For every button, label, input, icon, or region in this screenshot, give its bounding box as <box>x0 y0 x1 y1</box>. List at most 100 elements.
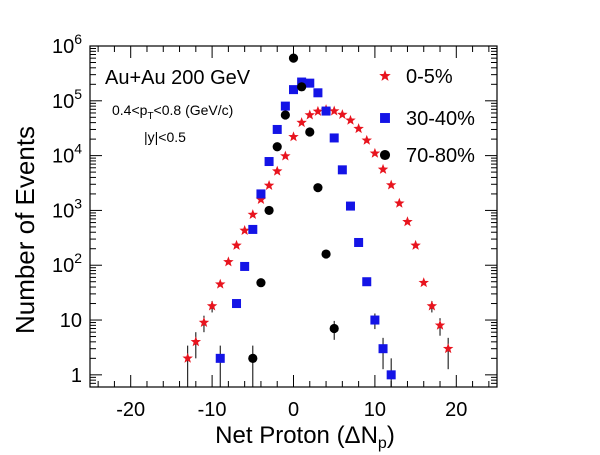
annotation-pt-range: 0.4<pT<0.8 (GeV/c) <box>112 102 233 122</box>
y-tick-label-base: 10 <box>60 310 82 332</box>
x-axis-label: Net Proton (ΔNp) <box>215 422 395 452</box>
x-axis-label-sub: p <box>378 435 387 452</box>
data-point-star <box>182 352 193 363</box>
data-point-circle <box>264 205 274 216</box>
y-tick-label: 102 <box>52 250 82 277</box>
y-tick-label-exponent: 5 <box>74 86 82 102</box>
legend: 0-5% 30-40% 70-80% <box>379 66 475 167</box>
data-point-square <box>289 85 298 95</box>
data-point-star <box>442 343 454 354</box>
y-tick-label-base: 10 <box>52 91 74 113</box>
y-tick-label: 106 <box>52 31 82 58</box>
y-tick-label-base: 10 <box>52 255 74 277</box>
x-tick-label: -10 <box>198 399 227 421</box>
data-point-square <box>370 315 380 325</box>
legend-label: 70-80% <box>406 145 475 167</box>
data-point-star <box>223 256 234 267</box>
y-tick-label-exponent: 2 <box>74 250 82 266</box>
data-point-star <box>434 319 446 330</box>
y-tick-label: 105 <box>52 86 82 113</box>
data-point-star <box>271 165 283 176</box>
data-point-star <box>288 131 299 142</box>
y-tick-label-base: 10 <box>52 146 74 168</box>
x-tick-label: 0 <box>288 399 299 421</box>
legend-label: 0-5% <box>406 66 453 88</box>
data-point-star <box>418 277 429 288</box>
y-axis-label: Number of Events <box>10 126 40 334</box>
data-point-star <box>206 300 218 311</box>
data-point-circle <box>272 142 282 152</box>
data-point-square <box>337 165 347 175</box>
data-point-star <box>345 114 356 125</box>
y-tick-label: 104 <box>52 141 82 168</box>
data-point-star <box>296 117 307 128</box>
data-point-star <box>215 278 226 289</box>
data-point-star <box>280 150 291 161</box>
data-point-star <box>198 317 210 327</box>
data-point-star <box>426 300 438 311</box>
data-point-star <box>361 134 372 145</box>
y-tick-label-base: 10 <box>52 200 74 222</box>
data-point-square <box>232 299 242 309</box>
data-point-star <box>385 179 397 190</box>
y-tick-label: 103 <box>52 195 82 222</box>
legend-marker-square <box>380 113 390 123</box>
y-tick-label: 1 <box>71 365 82 387</box>
data-point-star <box>410 239 421 250</box>
y-tick-label-base: 1 <box>71 365 82 387</box>
plot-frame-layer <box>89 45 498 388</box>
data-point-square <box>313 88 323 98</box>
data-point-square <box>272 124 282 134</box>
data-point-star <box>263 179 275 190</box>
data-point-square <box>378 344 388 354</box>
x-axis-label-main: Net Proton (ΔN <box>215 422 378 449</box>
data-point-star <box>328 105 340 116</box>
data-point-square <box>215 353 225 363</box>
y-tick-label-exponent: 6 <box>74 31 82 47</box>
y-tick-label: 10 <box>60 310 82 332</box>
data-point-square <box>345 201 355 211</box>
y-tick-label-base: 10 <box>52 36 74 58</box>
data-point-star <box>255 194 267 204</box>
data-point-square <box>305 78 315 88</box>
data-point-circle <box>280 110 290 120</box>
legend-label: 30-40% <box>406 108 475 130</box>
data-point-circle <box>329 323 339 334</box>
legend-marker-star <box>379 69 391 81</box>
annotation-system: Au+Au 200 GeV <box>105 67 251 89</box>
data-point-circle <box>305 127 315 137</box>
data-point-circle <box>321 249 331 259</box>
data-point-star <box>353 123 364 134</box>
x-axis-label-close: ) <box>387 422 395 449</box>
data-point-square <box>264 157 274 167</box>
data-point-star <box>190 336 202 347</box>
data-point-square <box>297 77 307 87</box>
data-point-square <box>386 370 396 380</box>
annotation-pt-pre: 0.4<p <box>112 102 148 118</box>
data-point-square <box>240 261 250 271</box>
data-point-square <box>256 189 266 199</box>
annotation-pt-post: <0.8 (GeV/c) <box>154 102 234 118</box>
x-tick-label: 10 <box>364 399 386 421</box>
data-point-star <box>337 109 348 120</box>
data-point-square <box>321 106 331 116</box>
x-tick-label: -20 <box>116 399 145 421</box>
data-point-circle <box>288 53 299 63</box>
data-point-square <box>248 224 258 234</box>
legend-marker-circle <box>379 149 391 161</box>
data-point-square <box>329 133 339 143</box>
y-tick-label-exponent: 3 <box>74 195 82 211</box>
data-point-circle <box>297 82 307 92</box>
annotation-rapidity: |y|<0.5 <box>144 129 186 145</box>
data-point-star <box>394 197 405 208</box>
data-point-circle <box>248 353 258 363</box>
error-bars <box>187 301 449 387</box>
plot-frame <box>89 45 498 388</box>
data-point-square <box>280 101 290 111</box>
y-tick-label-exponent: 4 <box>74 141 82 157</box>
x-tick-label: 20 <box>445 399 467 421</box>
data-point-star <box>402 216 413 227</box>
data-point-star <box>369 147 381 158</box>
